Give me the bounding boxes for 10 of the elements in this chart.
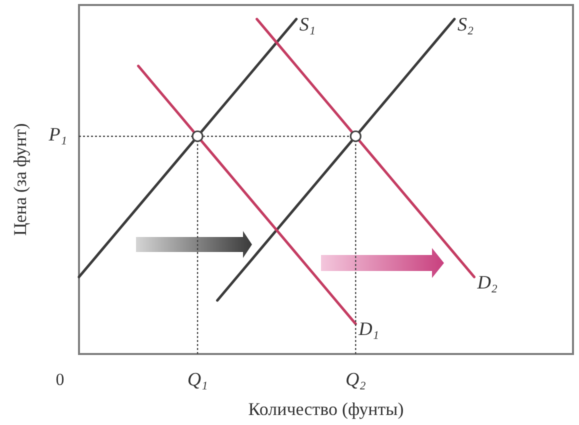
y-axis-title: Цена (за фунт) <box>10 123 30 236</box>
series-label: S₁ <box>299 14 316 36</box>
x-tick-label: Q₂ <box>345 369 366 390</box>
x-axis-title: Количество (фунты) <box>248 399 404 420</box>
text: 0 <box>56 370 64 389</box>
x-tick-label: Q₁ <box>187 369 208 390</box>
series-label: D₁ <box>358 319 379 340</box>
ref-line-label: P₁ <box>48 124 67 146</box>
series-label: D₂ <box>476 272 498 294</box>
series-label: S₂ <box>457 14 474 36</box>
